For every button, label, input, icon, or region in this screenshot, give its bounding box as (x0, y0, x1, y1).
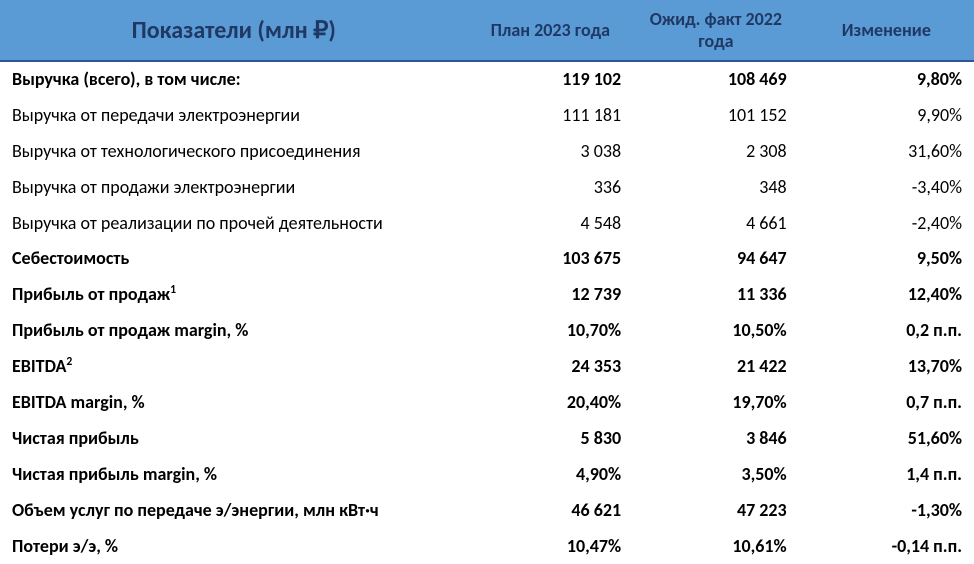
cell-change: 9,50% (799, 241, 974, 277)
table-row: Выручка от реализации по прочей деятельн… (0, 206, 974, 242)
table-row: Прибыль от продаж margin, %10,70%10,50%0… (0, 313, 974, 349)
row-label: Выручка от реализации по прочей деятельн… (0, 206, 468, 242)
cell-fact: 108 469 (633, 61, 799, 98)
cell-change: 9,90% (799, 98, 974, 134)
cell-fact: 3 846 (633, 421, 799, 457)
cell-change: 51,60% (799, 421, 974, 457)
table-row: Выручка от передачи электроэнергии111 18… (0, 98, 974, 134)
cell-change: 13,70% (799, 349, 974, 385)
table-row: Чистая прибыль margin, %4,90%3,50%1,4 п.… (0, 457, 974, 493)
row-label: Выручка от технологического присоединени… (0, 134, 468, 170)
cell-plan: 103 675 (468, 241, 634, 277)
col-change: Изменение (799, 0, 974, 61)
cell-fact: 3,50% (633, 457, 799, 493)
row-label: Объем услуг по передаче э/энергии, млн к… (0, 493, 468, 529)
cell-plan: 46 621 (468, 493, 634, 529)
cell-change: -3,40% (799, 170, 974, 206)
cell-fact: 94 647 (633, 241, 799, 277)
cell-change: 12,40% (799, 277, 974, 313)
cell-fact: 2 308 (633, 134, 799, 170)
cell-change: -0,14 п.п. (799, 529, 974, 564)
row-label: EBITDA2 (0, 349, 468, 385)
financial-table: Показатели (млн ₽) План 2023 года Ожид. … (0, 0, 974, 564)
footnote-sup: 1 (170, 283, 176, 297)
cell-fact: 101 152 (633, 98, 799, 134)
cell-plan: 119 102 (468, 61, 634, 98)
cell-change: 1,4 п.п. (799, 457, 974, 493)
cell-plan: 12 739 (468, 277, 634, 313)
cell-plan: 24 353 (468, 349, 634, 385)
cell-fact: 47 223 (633, 493, 799, 529)
cell-plan: 20,40% (468, 385, 634, 421)
cell-plan: 336 (468, 170, 634, 206)
table-row: Потери э/э, %10,47%10,61%-0,14 п.п. (0, 529, 974, 564)
cell-change: 9,80% (799, 61, 974, 98)
cell-plan: 10,70% (468, 313, 634, 349)
cell-change: 0,2 п.п. (799, 313, 974, 349)
row-label: Потери э/э, % (0, 529, 468, 564)
cell-plan: 4,90% (468, 457, 634, 493)
cell-change: 0,7 п.п. (799, 385, 974, 421)
cell-fact: 4 661 (633, 206, 799, 242)
row-label: Чистая прибыль (0, 421, 468, 457)
cell-fact: 10,61% (633, 529, 799, 564)
row-label: EBITDA margin, % (0, 385, 468, 421)
cell-plan: 4 548 (468, 206, 634, 242)
col-plan: План 2023 года (468, 0, 634, 61)
cell-change: -2,40% (799, 206, 974, 242)
row-label: Себестоимость (0, 241, 468, 277)
row-label: Выручка от передачи электроэнергии (0, 98, 468, 134)
table-row: Себестоимость103 67594 6479,50% (0, 241, 974, 277)
row-label: Прибыль от продаж1 (0, 277, 468, 313)
col-title: Показатели (млн ₽) (0, 0, 468, 61)
cell-fact: 21 422 (633, 349, 799, 385)
table-row: Прибыль от продаж112 73911 33612,40% (0, 277, 974, 313)
cell-fact: 11 336 (633, 277, 799, 313)
cell-plan: 10,47% (468, 529, 634, 564)
col-fact: Ожид. факт 2022 года (633, 0, 799, 61)
row-label: Выручка (всего), в том числе: (0, 61, 468, 98)
table-row: EBITDA margin, %20,40%19,70%0,7 п.п. (0, 385, 974, 421)
header-row: Показатели (млн ₽) План 2023 года Ожид. … (0, 0, 974, 61)
table-row: Чистая прибыль5 8303 84651,60% (0, 421, 974, 457)
row-label: Выручка от продажи электроэнергии (0, 170, 468, 206)
cell-fact: 10,50% (633, 313, 799, 349)
cell-plan: 5 830 (468, 421, 634, 457)
table-row: Объем услуг по передаче э/энергии, млн к… (0, 493, 974, 529)
cell-change: 31,60% (799, 134, 974, 170)
table-row: Выручка от технологического присоединени… (0, 134, 974, 170)
cell-plan: 3 038 (468, 134, 634, 170)
footnote-sup: 2 (66, 355, 72, 369)
table-body: Выручка (всего), в том числе:119 102108 … (0, 61, 974, 564)
cell-fact: 348 (633, 170, 799, 206)
cell-fact: 19,70% (633, 385, 799, 421)
cell-plan: 111 181 (468, 98, 634, 134)
table-row: Выручка (всего), в том числе:119 102108 … (0, 61, 974, 98)
table-row: Выручка от продажи электроэнергии336348-… (0, 170, 974, 206)
cell-change: -1,30% (799, 493, 974, 529)
row-label: Прибыль от продаж margin, % (0, 313, 468, 349)
row-label: Чистая прибыль margin, % (0, 457, 468, 493)
table-row: EBITDA224 35321 42213,70% (0, 349, 974, 385)
